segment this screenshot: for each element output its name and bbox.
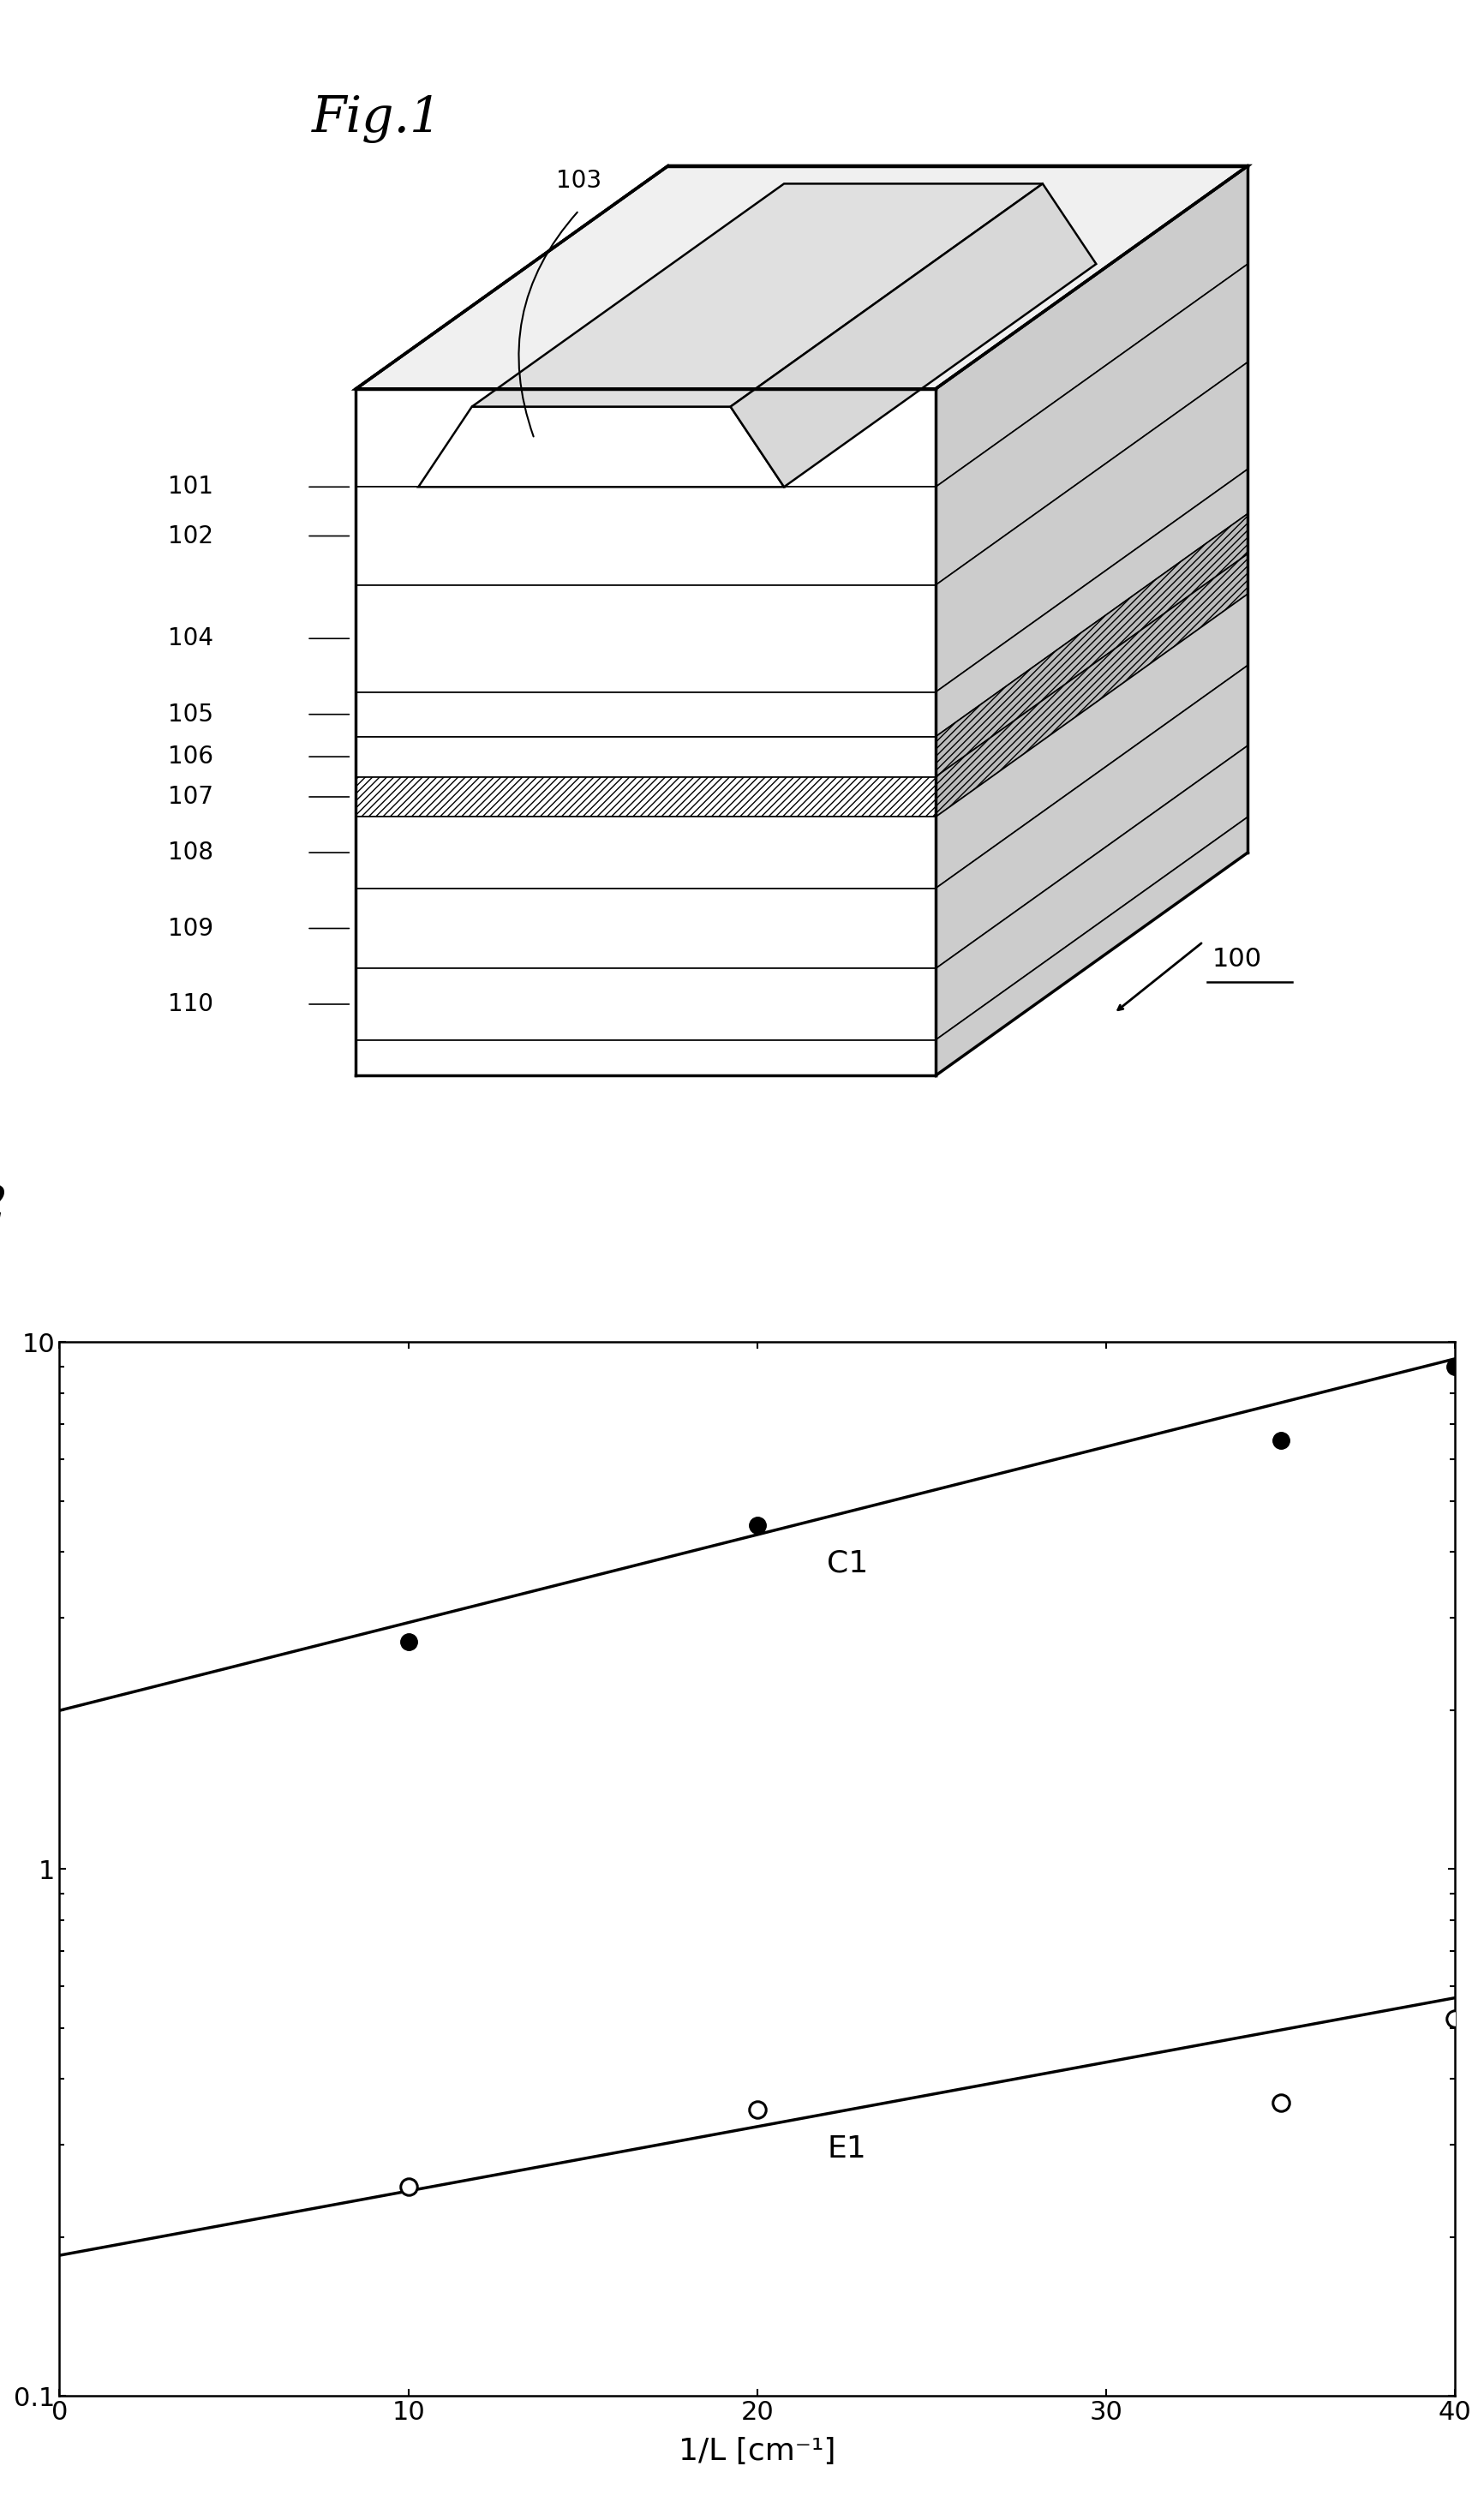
- Polygon shape: [935, 165, 1247, 487]
- Polygon shape: [935, 816, 1247, 1076]
- Y-axis label: Jth [kA/cm²]: Jth [kA/cm²]: [0, 1777, 1, 1962]
- Text: 108: 108: [168, 841, 214, 864]
- Polygon shape: [935, 594, 1247, 889]
- Polygon shape: [356, 389, 935, 487]
- Polygon shape: [356, 487, 935, 584]
- Polygon shape: [418, 407, 784, 487]
- Polygon shape: [935, 666, 1247, 968]
- Text: 106: 106: [168, 744, 214, 769]
- Text: Fig.1: Fig.1: [312, 95, 441, 142]
- Polygon shape: [356, 776, 935, 816]
- Text: E1: E1: [827, 2134, 865, 2164]
- X-axis label: 1/L [cm⁻¹]: 1/L [cm⁻¹]: [678, 2436, 835, 2466]
- Polygon shape: [356, 165, 1247, 389]
- Polygon shape: [935, 514, 1247, 776]
- Polygon shape: [356, 889, 935, 968]
- Text: 105: 105: [168, 701, 214, 726]
- Text: 100: 100: [1211, 946, 1261, 971]
- Text: 103: 103: [556, 170, 601, 192]
- Polygon shape: [472, 185, 1042, 407]
- Polygon shape: [356, 736, 935, 776]
- Polygon shape: [356, 691, 935, 736]
- Polygon shape: [356, 968, 935, 1041]
- Polygon shape: [356, 584, 935, 691]
- Polygon shape: [935, 469, 1247, 736]
- Polygon shape: [935, 746, 1247, 1041]
- Polygon shape: [730, 185, 1095, 487]
- Polygon shape: [935, 554, 1247, 816]
- Text: 107: 107: [168, 784, 214, 809]
- Polygon shape: [356, 816, 935, 889]
- Text: 110: 110: [168, 993, 214, 1016]
- Polygon shape: [935, 265, 1247, 584]
- Text: C1: C1: [827, 1550, 868, 1577]
- Text: 104: 104: [168, 626, 214, 651]
- Polygon shape: [356, 1041, 935, 1076]
- Text: 102: 102: [168, 524, 214, 549]
- Text: 101: 101: [168, 474, 214, 499]
- Polygon shape: [935, 362, 1247, 691]
- Text: Fig.2: Fig.2: [0, 1183, 9, 1233]
- Text: 109: 109: [168, 916, 214, 941]
